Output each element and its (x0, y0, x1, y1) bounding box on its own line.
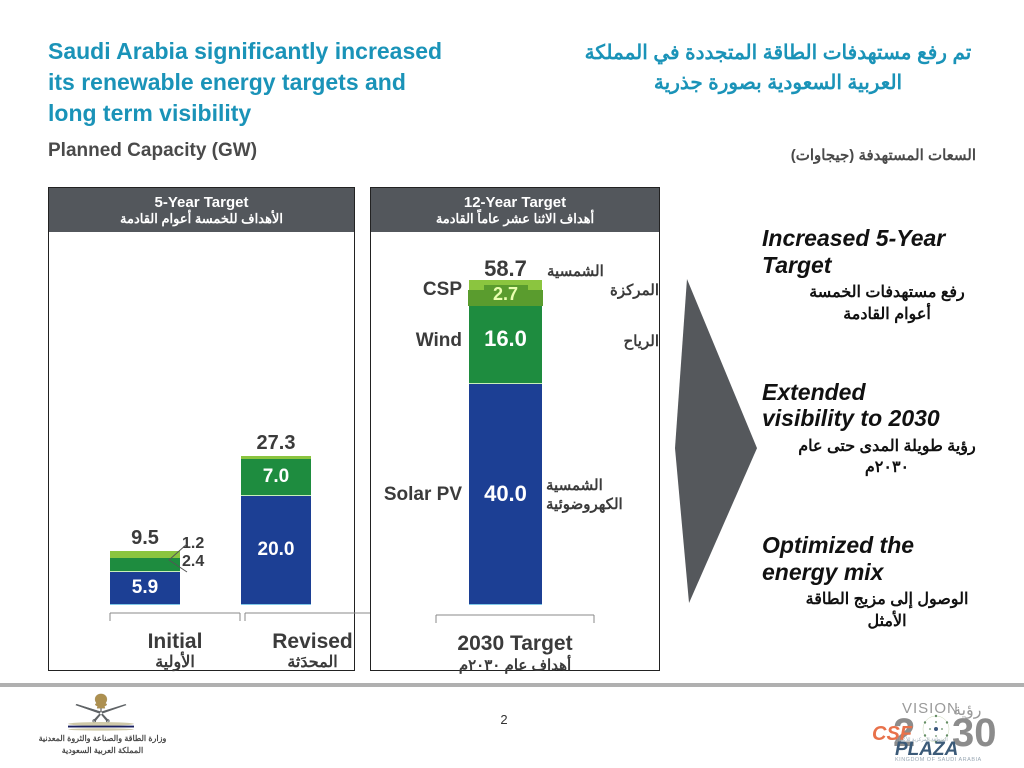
svg-text:KINGDOM OF SAUDI ARABIA: KINGDOM OF SAUDI ARABIA (895, 757, 982, 763)
svg-text:المنطقة المركزية للأعمال: المنطقة المركزية للأعمال (895, 735, 948, 743)
